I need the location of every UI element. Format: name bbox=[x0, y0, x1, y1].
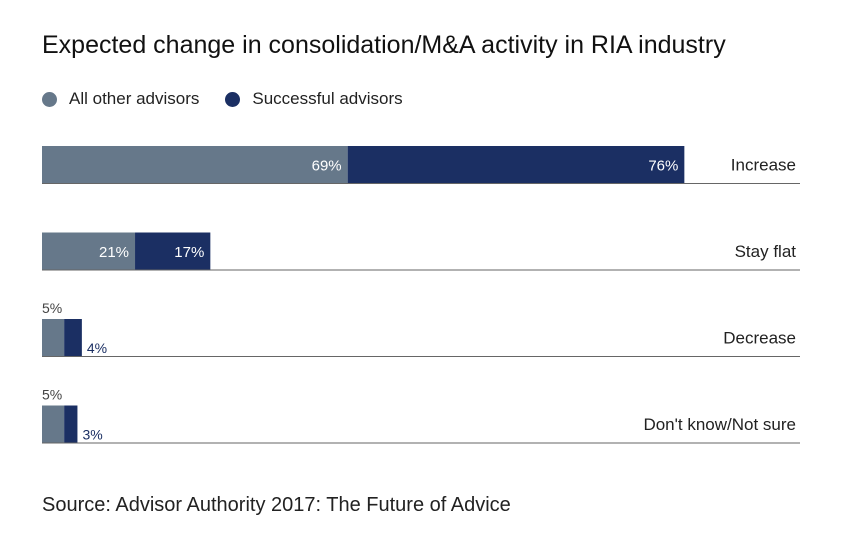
bar-successful bbox=[347, 146, 685, 183]
bar-successful bbox=[64, 319, 82, 356]
category-label: Decrease bbox=[723, 329, 796, 348]
category-label: Stay flat bbox=[735, 242, 797, 261]
category-label: Increase bbox=[731, 156, 796, 175]
data-label-all-other: 69% bbox=[312, 158, 342, 175]
legend-item-successful: Successful advisors bbox=[225, 89, 403, 109]
legend-swatch-all-other bbox=[42, 91, 57, 107]
data-label-successful: 17% bbox=[174, 244, 204, 261]
bar-all-other bbox=[42, 405, 65, 443]
data-label-successful: 76% bbox=[648, 158, 678, 175]
category-label: Don't know/Not sure bbox=[643, 415, 796, 434]
bar-chart: 69% 76% Increase 21% 17% Stay flat 5% 4% Decreas… bbox=[42, 146, 800, 444]
data-label-successful: 4% bbox=[87, 340, 107, 356]
data-label-successful: 3% bbox=[82, 427, 102, 443]
bar-successful bbox=[64, 405, 78, 443]
chart-title: Expected change in consolidation/M&A act… bbox=[42, 31, 726, 59]
data-label-all-other: 5% bbox=[42, 387, 62, 403]
data-label-all-other: 21% bbox=[99, 244, 129, 261]
bar-all-other bbox=[42, 319, 65, 356]
bar-successful bbox=[135, 232, 211, 270]
bar-all-other bbox=[42, 146, 348, 183]
legend-label-successful: Successful advisors bbox=[252, 89, 403, 108]
data-label-all-other: 5% bbox=[42, 300, 62, 316]
bar-all-other bbox=[42, 232, 136, 270]
source-note: Source: Advisor Authority 2017: The Futu… bbox=[42, 494, 511, 516]
legend-item-all-other: All other advisors bbox=[42, 89, 199, 109]
legend-swatch-successful bbox=[225, 91, 241, 107]
chart-legend: All other advisors Successful advisors bbox=[42, 89, 429, 109]
legend-label-all-other: All other advisors bbox=[69, 89, 200, 108]
